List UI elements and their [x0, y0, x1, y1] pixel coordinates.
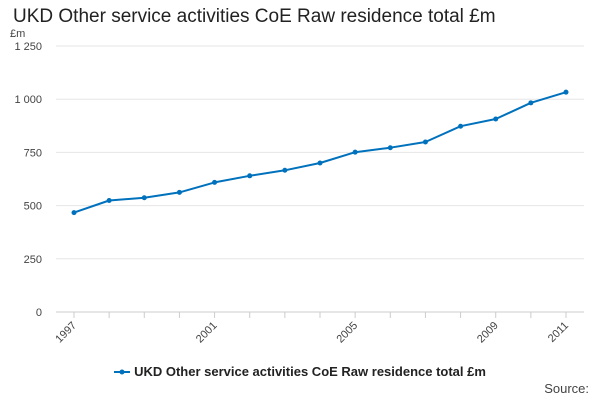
data-point[interactable]: [247, 173, 253, 179]
data-point[interactable]: [387, 145, 393, 151]
y-tick-label: 250: [24, 254, 42, 266]
data-point[interactable]: [422, 139, 428, 145]
legend-label: UKD Other service activities CoE Raw res…: [134, 364, 486, 379]
data-point[interactable]: [141, 195, 147, 201]
data-point[interactable]: [317, 160, 323, 166]
data-point[interactable]: [176, 189, 182, 195]
y-tick-label: 1 000: [14, 94, 42, 106]
y-tick-label: 1 250: [14, 41, 42, 53]
x-tick-label: 2001: [194, 320, 220, 346]
grid-lines: [56, 45, 584, 260]
source-label: Source:: [544, 381, 589, 396]
x-tick-label: 1997: [53, 320, 79, 346]
data-point[interactable]: [563, 89, 569, 95]
data-point[interactable]: [458, 123, 464, 129]
y-axis-tick-labels: 0 250 500 750 1 000 1 250: [14, 41, 42, 319]
data-point[interactable]: [282, 167, 288, 173]
data-point[interactable]: [528, 100, 534, 106]
y-tick-label: 750: [24, 147, 42, 159]
x-tick-label: 2011: [546, 320, 571, 345]
y-tick-label: 500: [24, 201, 42, 213]
x-tick-label: 2009: [475, 320, 501, 346]
data-point[interactable]: [71, 210, 77, 216]
y-tick-label: 0: [36, 307, 42, 319]
data-point[interactable]: [106, 197, 112, 203]
legend-line-marker-icon: [114, 369, 131, 374]
data-point[interactable]: [493, 116, 499, 122]
legend: UKD Other service activities CoE Raw res…: [0, 364, 600, 380]
legend-item[interactable]: UKD Other service activities CoE Raw res…: [114, 364, 486, 379]
x-axis-tick-labels: 1997 2001 2005 2009 2011: [53, 312, 571, 345]
x-tick-label: 2005: [334, 320, 360, 346]
chart-title: UKD Other service activities CoE Raw res…: [13, 6, 496, 27]
series-layer: [71, 89, 569, 216]
y-axis-unit-label: £m: [10, 28, 25, 40]
data-point[interactable]: [352, 149, 358, 155]
data-point[interactable]: [212, 179, 218, 185]
